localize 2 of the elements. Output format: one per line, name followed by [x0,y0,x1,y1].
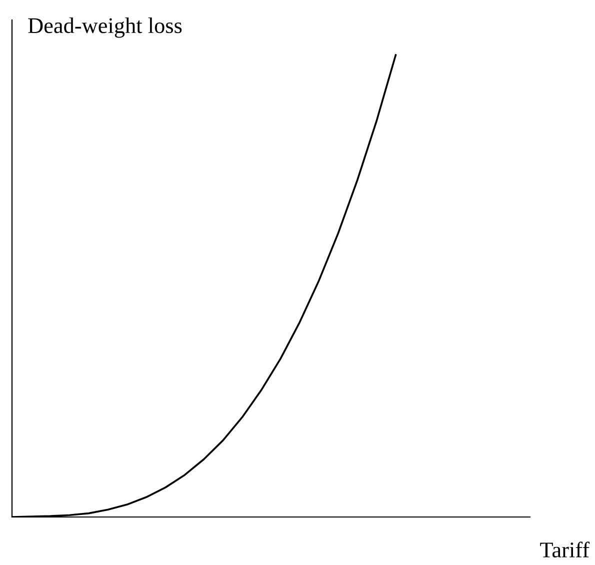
y-axis-title: Dead-weight loss [28,18,182,38]
x-axis-title: Tariff [540,542,590,558]
